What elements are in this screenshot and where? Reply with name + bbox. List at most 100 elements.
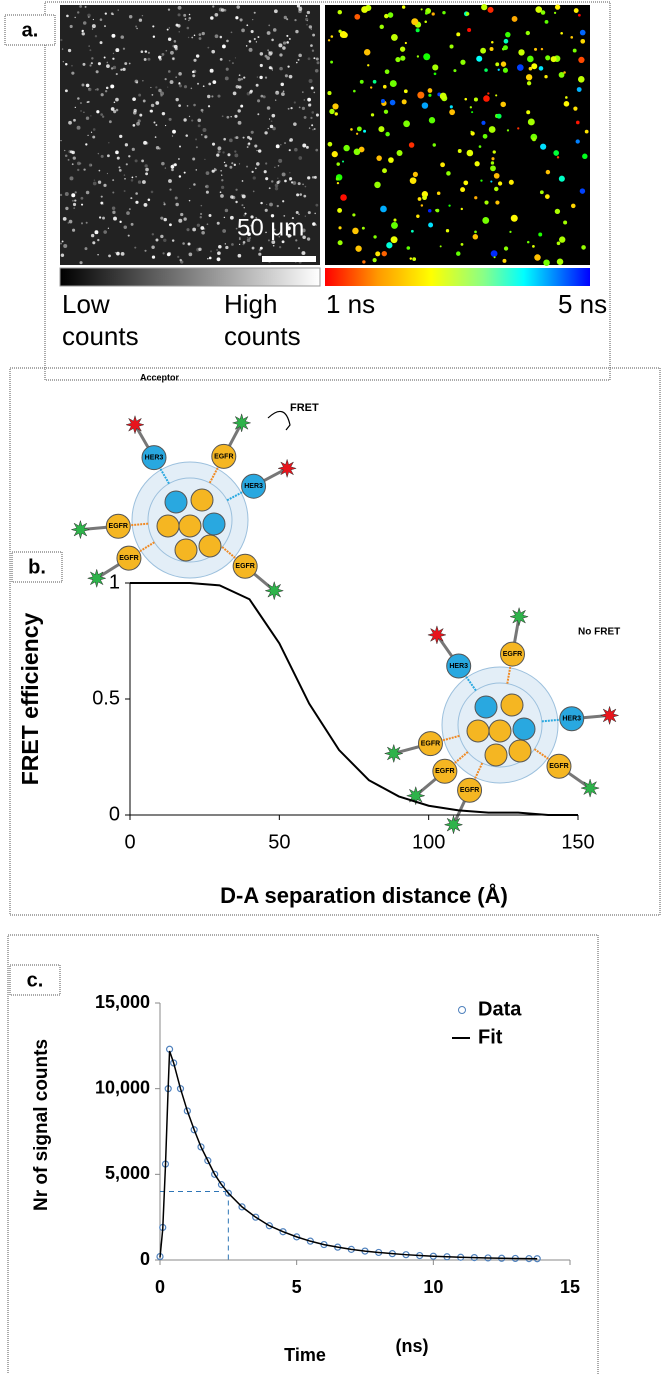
speckle [311, 176, 315, 179]
speckle [267, 127, 269, 130]
speckle [279, 66, 283, 71]
lifetime-spot [482, 133, 488, 139]
speckle [306, 10, 311, 15]
speckle [247, 237, 249, 239]
intensity-colorbar [59, 267, 321, 287]
speckle [286, 34, 289, 37]
lifetime-spot [384, 69, 390, 74]
speckle [125, 163, 128, 166]
speckle [134, 159, 138, 163]
speckle [205, 190, 209, 194]
lifetime-spot [483, 95, 490, 102]
speckle [238, 238, 241, 241]
speckle [81, 29, 84, 33]
speckle [113, 110, 117, 114]
lifetime-spot [382, 84, 387, 89]
speckle [89, 64, 92, 67]
speckle [81, 83, 85, 87]
speckle [252, 190, 255, 193]
lifetime-spot [493, 256, 496, 259]
receptor-core [198, 534, 222, 558]
legend-label: Fit [478, 1026, 503, 1048]
speckle [103, 183, 107, 187]
lifetime-spot [423, 53, 431, 61]
lifetime-spot [372, 258, 377, 263]
speckle [87, 16, 90, 18]
speckle [197, 118, 202, 123]
speckle [188, 17, 192, 20]
speckle [308, 103, 312, 107]
speckle [283, 15, 287, 20]
speckle [199, 212, 203, 216]
speckle [101, 115, 105, 118]
speckle [238, 236, 241, 239]
speckle [264, 131, 268, 135]
lifetime-spot [382, 168, 387, 174]
fluorophore [509, 606, 530, 627]
speckle [173, 40, 177, 43]
speckle [282, 41, 287, 45]
speckle [202, 85, 205, 88]
receptor-core [156, 514, 180, 538]
speckle [287, 107, 290, 110]
speckle [295, 29, 299, 34]
speckle [228, 138, 233, 143]
speckle [202, 128, 207, 132]
speckle [210, 250, 213, 253]
speckle [91, 24, 96, 29]
lifetime-spot [525, 30, 531, 36]
speckle [271, 69, 274, 71]
speckle [92, 181, 97, 186]
receptor-label: EGFR [109, 523, 128, 530]
speckle [83, 168, 86, 171]
receptor-label: EGFR [460, 787, 479, 794]
speckle [59, 193, 63, 197]
speckle [79, 4, 83, 8]
speckle [76, 161, 81, 166]
speckle [124, 62, 128, 66]
speckle [186, 26, 190, 30]
speckle [268, 24, 271, 27]
lifetime-spot [330, 60, 334, 64]
speckle [130, 222, 134, 226]
speckle [112, 57, 115, 60]
speckle [207, 258, 209, 260]
lifetime-spot [389, 80, 397, 88]
lifetime-spot [400, 55, 406, 61]
speckle [182, 242, 185, 245]
speckle [289, 234, 292, 237]
speckle [197, 82, 200, 85]
speckle [165, 49, 168, 52]
speckle [234, 153, 239, 158]
speckle [283, 214, 286, 217]
lifetime-spot [396, 150, 403, 156]
lifetime-spot [343, 144, 350, 152]
speckle [173, 44, 178, 49]
lifetime-spot [570, 36, 574, 39]
speckle [83, 111, 85, 114]
speckle [118, 169, 122, 172]
speckle [87, 100, 90, 103]
speckle [178, 31, 180, 33]
speckle [106, 61, 109, 64]
speckle [123, 174, 126, 176]
speckle [226, 39, 229, 43]
lifetime-spot [391, 221, 398, 229]
lifetime-spot [408, 142, 415, 148]
speckle [250, 29, 254, 34]
speckle [248, 40, 252, 43]
lifetime-spot [534, 47, 538, 51]
speckle [242, 243, 245, 246]
speckle [230, 195, 234, 199]
speckle [298, 9, 302, 14]
speckle [293, 101, 296, 104]
speckle [237, 253, 242, 258]
speckle [164, 78, 167, 81]
x-tick-label: 150 [561, 831, 594, 853]
receptor [116, 545, 142, 571]
speckle [195, 54, 200, 58]
speckle [201, 230, 205, 235]
lifetime-spot [545, 169, 551, 175]
speckle [263, 170, 267, 174]
